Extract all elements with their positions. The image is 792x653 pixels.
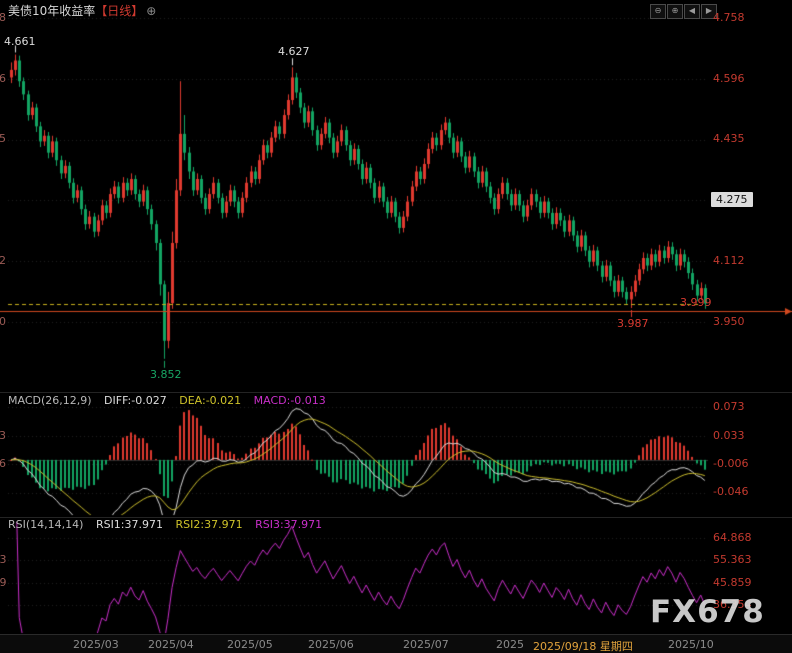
period-tag: 【日线】 <box>95 4 144 18</box>
rsi1-value: RSI1:37.971 <box>95 518 164 531</box>
x-axis-tick: 2025/07 <box>403 638 449 651</box>
left-axis-clipped-column: 4.758 4.596 4.435 4.112 3.950 0.033 -0.0… <box>0 0 8 634</box>
rsi-axis-label: 36.354 <box>713 598 752 611</box>
low-annotation: 3.852 <box>150 368 182 381</box>
fx678-watermark: FX678 <box>650 594 765 630</box>
left-axis-partial-label: 55.363 <box>0 553 7 566</box>
macd-value: MACD:-0.013 <box>253 394 326 407</box>
x-axis-tick: 2025/10 <box>668 638 714 651</box>
rsi-params-label: RSI(14,14,14) <box>8 518 84 531</box>
rsi-readout-row: RSI(14,14,14) RSI1:37.971 RSI2:37.971 RS… <box>8 519 331 531</box>
x-axis-tick: 2025/04 <box>148 638 194 651</box>
left-axis-partial-label: 45.859 <box>0 576 7 589</box>
macd-axis-label: -0.046 <box>713 485 749 498</box>
last-price-label: 3.999 <box>680 296 712 309</box>
rsi-axis-label: 64.868 <box>713 531 752 544</box>
price-axis-label: 4.435 <box>713 132 745 145</box>
price-axis-label: 4.758 <box>713 11 745 24</box>
left-axis-partial-label: -0.006 <box>0 457 6 470</box>
left-axis-partial-label: 4.758 <box>0 11 6 24</box>
pane-separator <box>0 392 792 393</box>
left-axis-partial-label: 3.950 <box>0 315 6 328</box>
chart-header: 美债10年收益率【日线】 ⊕ <box>8 2 156 19</box>
rsi-axis-label: 55.363 <box>713 553 752 566</box>
add-indicator-icon[interactable]: ⊕ <box>146 4 157 18</box>
recent-low-annotation: 3.987 <box>617 317 649 330</box>
macd-axis-label: 0.033 <box>713 429 745 442</box>
macd-axis-label: -0.006 <box>713 457 749 470</box>
zoom-out-button[interactable]: ⊖ <box>650 4 666 19</box>
selected-date-label: 2025/09/18 星期四 <box>533 640 633 653</box>
left-axis-partial-label: 4.435 <box>0 132 6 145</box>
pane-separator <box>0 517 792 518</box>
left-axis-partial-label: 0.033 <box>0 429 6 442</box>
high-annotation: 4.661 <box>4 35 36 48</box>
macd-diff-value: DIFF:-0.027 <box>104 394 167 407</box>
zoom-in-button[interactable]: ⊕ <box>667 4 683 19</box>
macd-dea-value: DEA:-0.021 <box>179 394 242 407</box>
x-axis-tick: 2025/03 <box>73 638 119 651</box>
price-axis-label: 4.112 <box>713 254 745 267</box>
rsi2-value: RSI2:37.971 <box>175 518 243 531</box>
macd-readout-row: MACD(26,12,9) DIFF:-0.027 DEA:-0.021 MAC… <box>8 395 335 407</box>
price-axis-label: 3.950 <box>713 315 745 328</box>
rsi3-value: RSI3:37.971 <box>255 518 323 531</box>
pan-left-button[interactable]: ◀ <box>684 4 700 19</box>
x-axis-bar <box>0 634 792 653</box>
pan-right-button[interactable]: ▶ <box>701 4 717 19</box>
x-axis-tick: 2025/06 <box>308 638 354 651</box>
left-axis-partial-label: 4.112 <box>0 254 6 267</box>
macd-axis-label: 0.073 <box>713 400 745 413</box>
price-axis-label: 4.596 <box>713 72 745 85</box>
x-axis-tick: 2025 <box>496 638 524 651</box>
rsi-axis-label: 45.859 <box>713 576 752 589</box>
chart-title: 美债10年收益率 <box>8 4 96 18</box>
left-axis-partial-label: 4.596 <box>0 72 6 85</box>
swing-high-annotation: 4.627 <box>278 45 310 58</box>
x-axis-tick: 2025/05 <box>227 638 273 651</box>
macd-params-label: MACD(26,12,9) <box>8 394 92 407</box>
price-axis-highlight-box: 4.275 <box>711 192 753 207</box>
